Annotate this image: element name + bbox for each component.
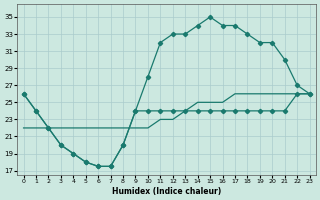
X-axis label: Humidex (Indice chaleur): Humidex (Indice chaleur) [112,187,221,196]
